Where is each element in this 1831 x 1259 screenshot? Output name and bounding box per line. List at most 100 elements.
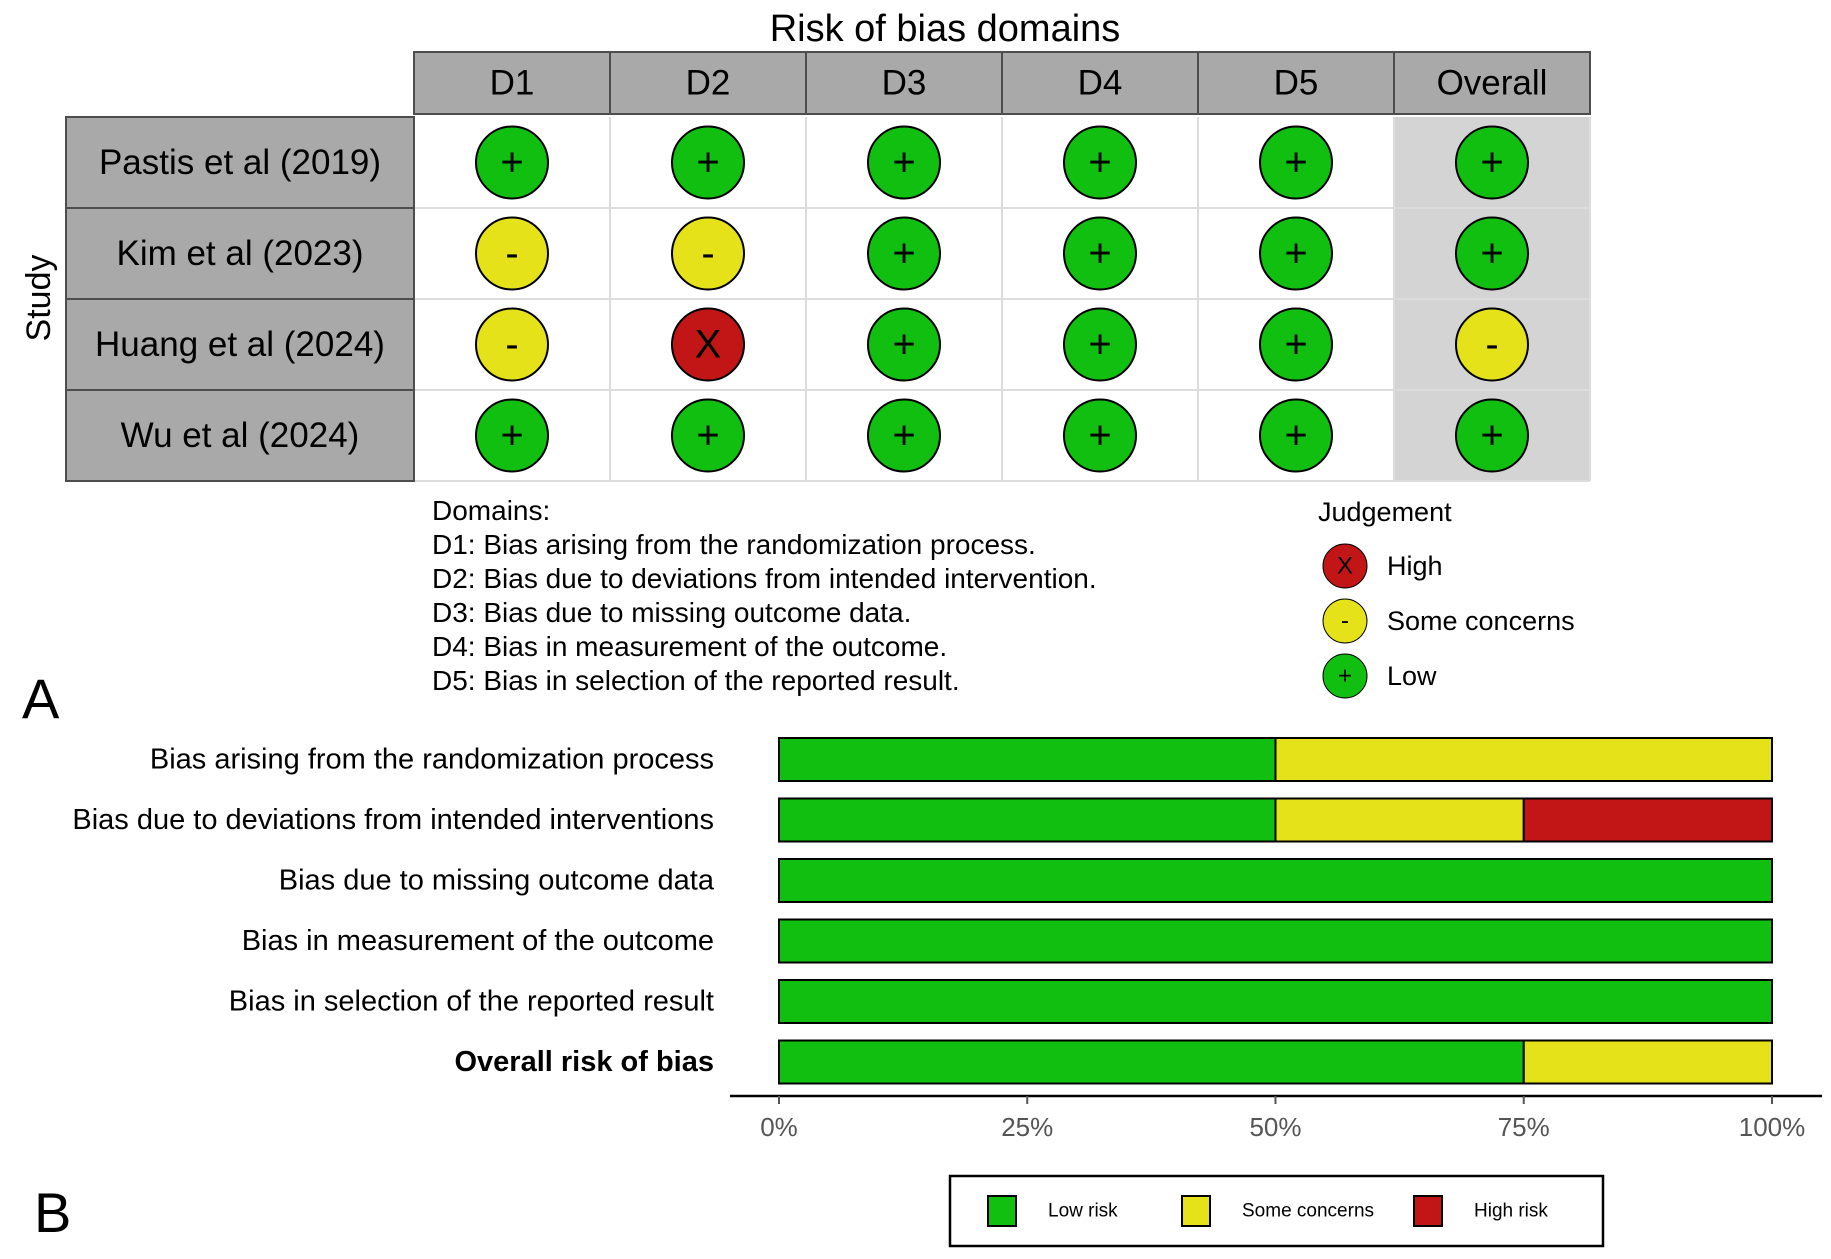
judgement-low-mark: + (1455, 216, 1529, 291)
low-judgement-symbol: + (1284, 232, 1307, 276)
judgement-low-mark: + (1259, 398, 1333, 473)
bar-segment-some (1274, 737, 1773, 782)
panel-a-traffic-light-plot: Risk of bias domains Study D1 D2 D3 D4 D5 Ove… (20, 8, 1591, 730)
some-judgement-symbol: - (1341, 608, 1349, 635)
judgement-low-mark: + (1259, 307, 1333, 382)
low-judgement-symbol: + (892, 232, 915, 276)
legend-swatch (1181, 1195, 1211, 1227)
study-row: Pastis et al (2019) + + + + + + (65, 116, 1529, 209)
legend-low-mark: + (1322, 653, 1368, 699)
traffic-light-grid: D1 D2 D3 D4 D5 Overall Pastis et al (2019) + + + +… (65, 51, 1591, 482)
domains-heading: Domains: (432, 495, 550, 526)
bar-segment-high (1522, 797, 1773, 843)
bar-row: Bias in selection of the reported result (229, 979, 1773, 1024)
bar-segment-low (778, 797, 1277, 843)
panel-a-label: A (22, 667, 60, 730)
some-judgement-symbol: - (1485, 323, 1498, 367)
low-judgement-symbol: + (1088, 232, 1111, 276)
study-row: Wu et al (2024) + + + + + + (65, 389, 1529, 482)
legend-label: High risk (1474, 1201, 1548, 1222)
study-label: Kim et al (2023) (116, 234, 363, 273)
study-row: Kim et al (2023) - - + + + + (65, 207, 1529, 300)
bar-row: Overall risk of bias (454, 1039, 1773, 1085)
judgement-low-mark: + (671, 125, 745, 200)
high-judgement-symbol: X (695, 323, 722, 367)
bar-row: Bias due to missing outcome data (279, 858, 1773, 903)
study-label: Wu et al (2024) (121, 416, 360, 455)
column-header-label: D1 (490, 64, 535, 103)
judgement-low-mark: + (867, 307, 941, 382)
bar-legend-item-high: High risk (1413, 1195, 1548, 1227)
column-header-label: D4 (1078, 64, 1123, 103)
study-row: Huang et al (2024) - X + + + - (65, 298, 1529, 391)
column-header-d4: D4 (1001, 51, 1199, 115)
judgement-some-mark: - (475, 307, 549, 382)
low-judgement-symbol: + (1480, 232, 1503, 276)
judgement-low-mark: + (1063, 216, 1137, 291)
domain-d4-description: D4: Bias in measurement of the outcome. (432, 631, 947, 662)
legend-box (948, 1174, 1605, 1248)
low-judgement-symbol: + (696, 141, 719, 185)
bar-category-label: Bias in selection of the reported result (229, 986, 714, 1018)
low-judgement-symbol: + (1480, 141, 1503, 185)
judgement-low-mark: + (1455, 125, 1529, 200)
judgement-legend-title: Judgement (1318, 497, 1452, 527)
low-judgement-symbol: + (1088, 414, 1111, 458)
x-axis-tick-label: 100% (1739, 1112, 1806, 1142)
column-header-label: D5 (1274, 64, 1319, 103)
low-judgement-symbol: + (892, 323, 915, 367)
judgement-some-mark: - (475, 216, 549, 291)
judgement-low-mark: + (1063, 307, 1137, 382)
column-header-label: D2 (686, 64, 731, 103)
low-judgement-symbol: + (500, 141, 523, 185)
judgement-legend-label: High (1387, 551, 1443, 581)
column-header-label: D3 (882, 64, 927, 103)
bar-row: Bias arising from the randomization proc… (150, 737, 1773, 782)
legend-swatch (1413, 1195, 1443, 1227)
low-judgement-symbol: + (1480, 414, 1503, 458)
x-axis-tick-label: 0% (760, 1112, 798, 1142)
judgement-low-mark: + (1063, 125, 1137, 200)
study-label: Pastis et al (2019) (99, 143, 381, 182)
bar-row: Bias due to deviations from intended int… (72, 797, 1773, 843)
judgement-low-mark: + (1259, 125, 1333, 200)
judgement-low-mark: + (1455, 398, 1529, 473)
bar-category-label: Bias due to missing outcome data (279, 865, 715, 897)
stacked-bars: Bias arising from the randomization proc… (72, 737, 1773, 1085)
x-axis-tick-label: 75% (1498, 1112, 1550, 1142)
low-judgement-symbol: + (1284, 141, 1307, 185)
bar-segment-some (1274, 797, 1525, 843)
column-header-d5: D5 (1197, 51, 1395, 115)
bar-segment-low (778, 858, 1773, 903)
judgement-low-mark: + (1259, 216, 1333, 291)
legend-label: Some concerns (1242, 1201, 1374, 1222)
some-judgement-symbol: - (505, 232, 518, 276)
x-axis-tick-label: 50% (1249, 1112, 1301, 1142)
judgement-legend: Judgement X High - Some concerns + Low (1318, 497, 1575, 699)
legend-label: Low risk (1048, 1201, 1118, 1222)
domain-d2-description: D2: Bias due to deviations from intended… (432, 563, 1097, 594)
panel-b-label: B (34, 1181, 71, 1244)
bar-legend-item-some: Some concerns (1181, 1195, 1374, 1227)
bar-segment-low (778, 1039, 1525, 1085)
x-axis: 0% 25% 50% 75% 100% (730, 1094, 1822, 1142)
bar-category-label: Bias due to deviations from intended int… (72, 804, 714, 836)
low-judgement-symbol: + (1284, 414, 1307, 458)
judgement-legend-item-low: + Low (1322, 653, 1437, 699)
legend-some-mark: - (1322, 598, 1368, 644)
study-label: Huang et al (2024) (95, 325, 385, 364)
judgement-some-mark: - (1455, 307, 1529, 382)
column-header-overall: Overall (1393, 51, 1591, 115)
low-judgement-symbol: + (892, 414, 915, 458)
column-header-label: Overall (1437, 64, 1548, 103)
judgement-low-mark: + (867, 125, 941, 200)
panel-a-title: Risk of bias domains (770, 8, 1121, 50)
bar-row: Bias in measurement of the outcome (242, 918, 1773, 964)
judgement-legend-label: Low (1387, 661, 1437, 691)
judgement-legend-label: Some concerns (1387, 606, 1575, 636)
low-judgement-symbol: + (892, 141, 915, 185)
judgement-low-mark: + (475, 125, 549, 200)
judgement-some-mark: - (671, 216, 745, 291)
panel-b-summary-bar-chart: Bias arising from the randomization proc… (34, 737, 1822, 1248)
